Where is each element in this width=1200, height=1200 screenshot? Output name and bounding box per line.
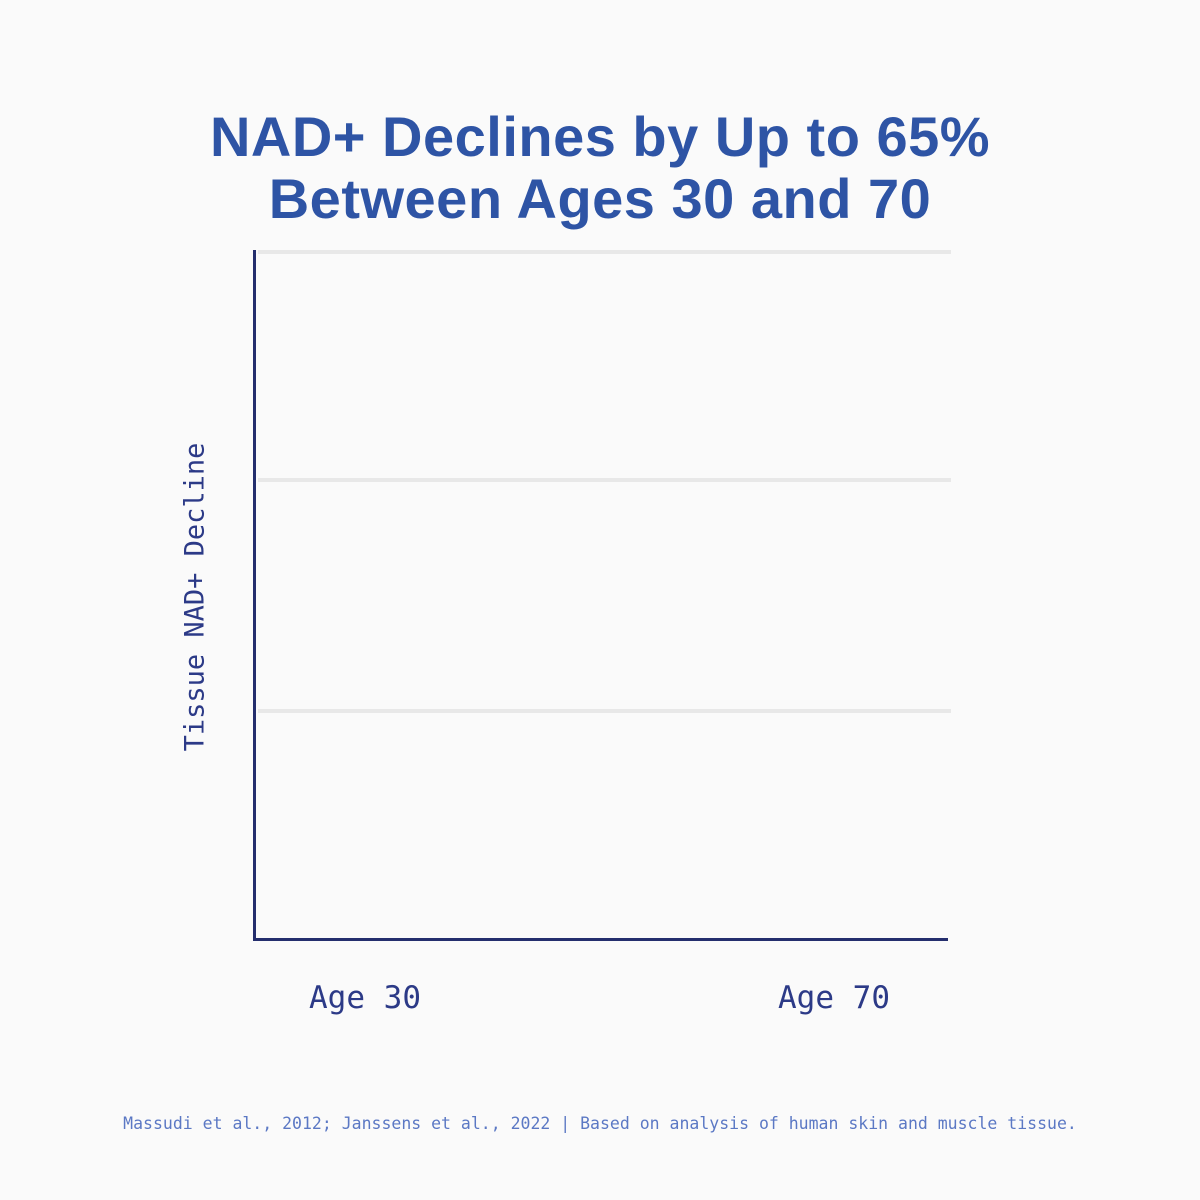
chart-title-line1: NAD+ Declines by Up to 65% [209,105,991,168]
x-tick-label-age-70: Age 70 [778,980,890,1016]
y-axis-title: Tissue NAD+ Decline [179,442,211,752]
chart-title-line2: Between Ages 30 and 70 [268,167,932,230]
chart-title: NAD+ Declines by Up to 65% Between Ages … [0,106,1200,230]
x-axis-line [253,938,948,941]
plot-area [253,250,951,941]
gridline-top [258,250,951,254]
gridline-middle [258,478,951,483]
x-tick-label-age-30: Age 30 [309,980,421,1016]
y-axis-line [253,250,256,941]
gridline-bottom [258,708,951,713]
source-citation: Massudi et al., 2012; Janssens et al., 2… [123,1114,1077,1133]
